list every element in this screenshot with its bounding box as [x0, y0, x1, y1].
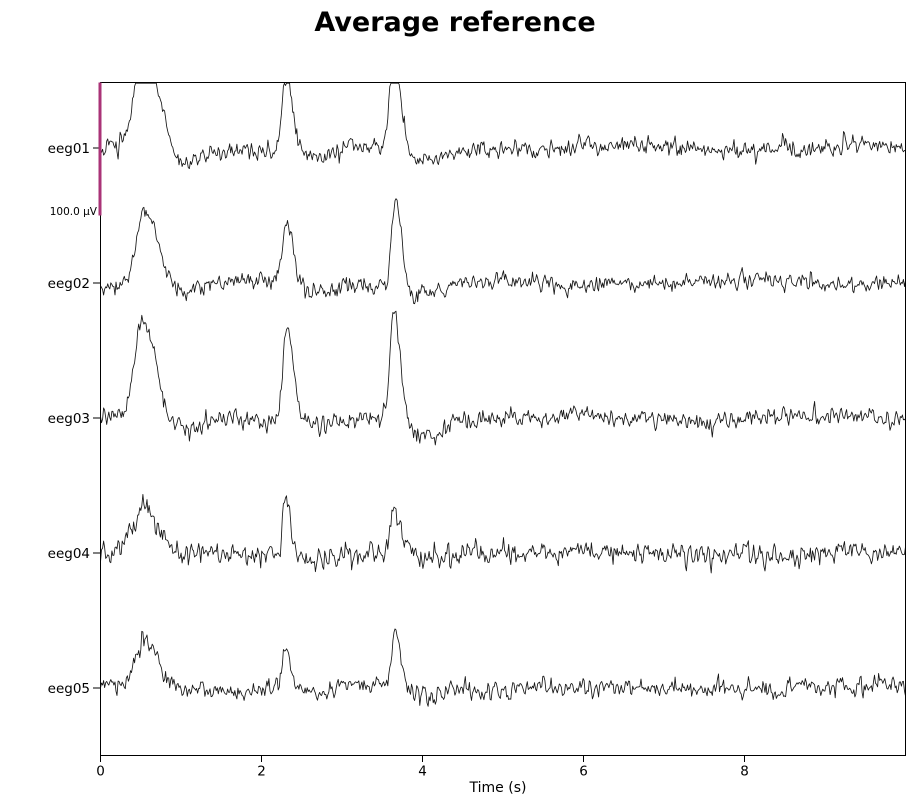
x-tick-label-6: 6 — [579, 764, 588, 780]
scalebar-label: 100.0 µV — [50, 206, 98, 218]
channel-label-eeg03[interactable]: eeg03 — [48, 411, 90, 427]
eeg-trace-eeg02[interactable] — [100, 198, 906, 305]
channel-label-eeg02[interactable]: eeg02 — [48, 276, 90, 292]
traces-group — [100, 82, 906, 707]
channel-axis: eeg01 eeg02 eeg03 eeg04 eeg05 — [48, 141, 100, 697]
x-axis: 0 2 4 6 8 — [96, 755, 749, 780]
eeg-trace-eeg04[interactable] — [100, 493, 906, 574]
plot-title: Average reference — [314, 7, 595, 38]
eeg-trace-eeg05[interactable] — [100, 628, 906, 707]
eeg-trace-eeg01[interactable] — [100, 82, 906, 170]
x-tick-label-2: 2 — [257, 764, 266, 780]
channel-label-eeg04[interactable]: eeg04 — [48, 546, 90, 562]
channel-label-eeg01[interactable]: eeg01 — [48, 141, 90, 157]
axes-box — [100, 82, 906, 756]
channel-label-eeg05[interactable]: eeg05 — [48, 681, 90, 697]
scalebar: 100.0 µV — [50, 82, 102, 218]
x-tick-label-4: 4 — [418, 764, 427, 780]
x-axis-label: Time (s) — [469, 780, 527, 796]
eeg-trace-eeg03[interactable] — [100, 310, 906, 446]
x-tick-label-0: 0 — [96, 764, 105, 780]
x-tick-label-8: 8 — [740, 764, 749, 780]
